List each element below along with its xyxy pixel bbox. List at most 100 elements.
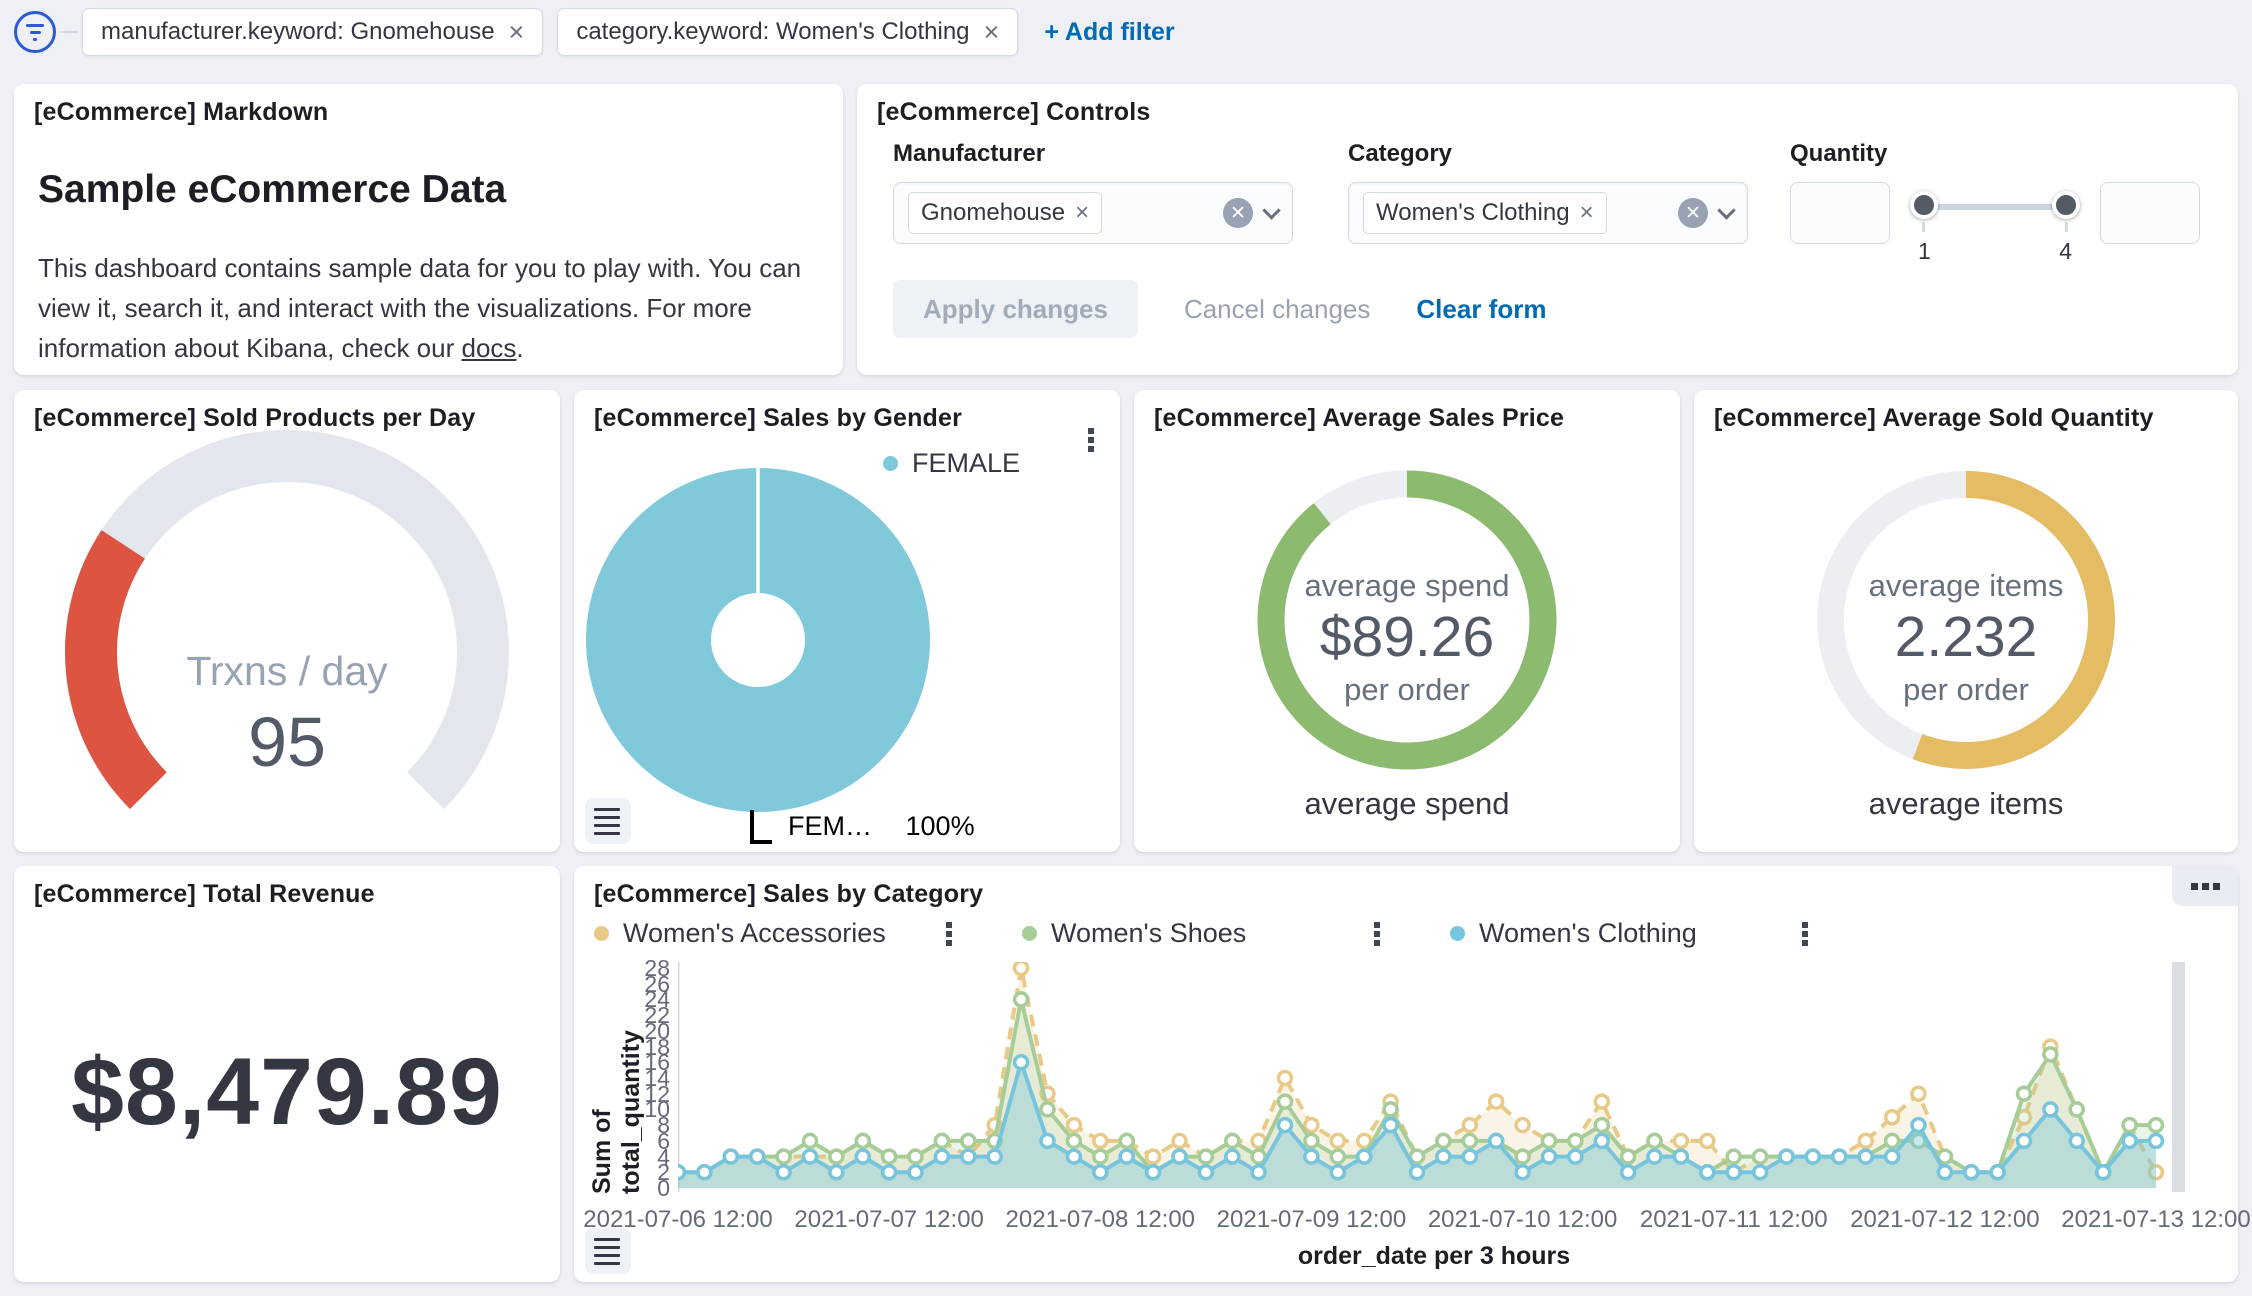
x-tick-label: 2021-07-12 12:00 (1850, 1206, 2040, 1233)
add-filter-link[interactable]: + Add filter (1044, 17, 1175, 46)
chart-legend: Women's Accessories Women's Shoes Women'… (594, 918, 1878, 949)
filter-pill-manufacturer[interactable]: manufacturer.keyword: Gnomehouse × (82, 8, 544, 56)
slider-min-value: 1 (1918, 238, 1931, 264)
category-combobox[interactable]: Women's Clothing × ✕ (1348, 182, 1748, 244)
goal-ring-chart (1817, 471, 2115, 769)
slider-handle-min[interactable] (1910, 191, 1938, 219)
y-tick-label: 22 (644, 1002, 670, 1029)
timeseries-plot[interactable] (669, 959, 2190, 1198)
donut-chart[interactable] (574, 390, 1120, 852)
chevron-down-icon[interactable] (1262, 200, 1281, 220)
selected-value: Gnomehouse (921, 199, 1066, 226)
manufacturer-combobox[interactable]: Gnomehouse × ✕ (893, 182, 1293, 244)
panel-options-icon[interactable] (2172, 866, 2238, 906)
y-tick-label: 14 (644, 1065, 670, 1091)
remove-filter-icon[interactable]: × (508, 16, 525, 47)
manufacturer-label: Manufacturer (893, 140, 1046, 167)
legend-dot (882, 456, 898, 471)
panel-title: [eCommerce] Sales by Category (594, 880, 984, 908)
panel-sold-products-gauge: [eCommerce] Sold Products per Day Trxns … (14, 390, 560, 852)
quantity-max-input[interactable] (2100, 182, 2200, 244)
manufacturer-control: Manufacturer Gnomehouse × ✕ (893, 140, 1293, 244)
x-axis-title: order_date per 3 hours (1297, 1242, 1571, 1270)
goal-ring-chart (1257, 470, 1557, 770)
y-tick-label: 16 (644, 1049, 670, 1076)
markdown-heading: Sample eCommerce Data (38, 168, 507, 211)
category-selected-pill[interactable]: Women's Clothing × (1363, 192, 1607, 234)
remove-filter-icon[interactable]: × (983, 16, 1000, 47)
markdown-line: This dashboard contains sample data for … (38, 253, 802, 283)
slice-value: 100% (905, 811, 975, 841)
clear-selection-icon[interactable]: ✕ (1223, 198, 1253, 228)
goal-center-value: $89.26 (1319, 605, 1495, 669)
y-tick-label: 18 (644, 1033, 670, 1060)
quantity-range-slider[interactable]: 1 4 (1910, 182, 2080, 264)
legend-dot (594, 926, 609, 941)
panel-sales-by-category: [eCommerce] Sales by Category Women's Ac… (574, 866, 2251, 1282)
legend-label: Women's Accessories (623, 918, 886, 948)
divider (60, 31, 78, 33)
filter-menu-icon[interactable] (14, 11, 56, 53)
x-tick-label: 2021-07-09 12:00 (1216, 1206, 1407, 1233)
goal-bottom-label: average items (1868, 786, 2064, 821)
legend-label: FEMALE (911, 448, 1020, 478)
legend-item-accessories[interactable]: Women's Accessories (594, 918, 1022, 949)
cancel-changes-button[interactable]: Cancel changes (1183, 293, 1371, 324)
filter-pill-category[interactable]: category.keyword: Women's Clothing × (557, 8, 1019, 56)
legend-toggle-icon[interactable] (585, 1228, 631, 1274)
legend-item-female[interactable]: FEMALE (882, 448, 1020, 479)
panel-markdown: [eCommerce] Markdown Sample eCommerce Da… (14, 84, 843, 375)
legend-toggle-icon[interactable] (585, 798, 631, 844)
clear-selection-icon[interactable]: ✕ (1678, 198, 1708, 228)
filter-pill-label: category.keyword: Women's Clothing (576, 18, 970, 45)
slider-handle-max[interactable] (2052, 191, 2080, 219)
panel-controls: [eCommerce] Controls Manufacturer Gnomeh… (857, 84, 2238, 375)
panel-title: [eCommerce] Controls (877, 98, 1151, 126)
x-tick-label: 2021-07-08 12:00 (1005, 1206, 1196, 1233)
markdown-body: This dashboard contains sample data for … (38, 248, 801, 368)
legend-dot (1450, 926, 1465, 941)
legend-label: Women's Shoes (1051, 918, 1247, 948)
quantity-min-input[interactable] (1790, 182, 1890, 244)
slider-max-value: 4 (2059, 238, 2072, 264)
legend-dot (1022, 926, 1037, 941)
callout-connector (750, 810, 772, 844)
legend-actions-icon[interactable] (946, 921, 952, 928)
goal-center-value: 2.232 (1894, 605, 2038, 669)
gauge-value: 95 (248, 703, 326, 781)
filter-bar: manufacturer.keyword: Gnomehouse × categ… (0, 0, 2252, 64)
manufacturer-selected-pill[interactable]: Gnomehouse × (908, 192, 1103, 234)
x-tick-label: 2021-07-13 12:00 (2061, 1206, 2251, 1233)
legend-item-clothing[interactable]: Women's Clothing (1450, 918, 1878, 949)
panel-title: [eCommerce] Total Revenue (34, 880, 375, 908)
legend-actions-icon[interactable] (1088, 428, 1094, 434)
chevron-down-icon[interactable] (1717, 200, 1736, 220)
legend-item-shoes[interactable]: Women's Shoes (1022, 918, 1450, 949)
docs-link[interactable]: docs (461, 333, 517, 363)
panel-title: [eCommerce] Sales by Gender (594, 404, 963, 432)
slider-tick (2065, 222, 2068, 232)
selected-value: Women's Clothing (1376, 199, 1570, 226)
markdown-line: information about Kibana, check our (38, 333, 462, 363)
y-tick-label: 26 (644, 970, 670, 997)
remove-option-icon[interactable]: × (1075, 199, 1090, 226)
x-tick-label: 2021-07-10 12:00 (1427, 1206, 1618, 1233)
remove-option-icon[interactable]: × (1579, 199, 1594, 226)
clear-form-button[interactable]: Clear form (1416, 293, 1547, 324)
panel-title: [eCommerce] Average Sales Price (1154, 404, 1565, 432)
panel-average-sold-quantity: [eCommerce] Average Sold Quantity averag… (1694, 390, 2238, 852)
y-tick-label: 28 (644, 955, 670, 981)
gauge-label: Trxns / day (186, 648, 388, 694)
goal-center-label: average spend (1304, 568, 1510, 603)
slice-callout: FEM… 100% (750, 810, 975, 844)
slider-track[interactable] (1920, 204, 2070, 210)
legend-actions-icon[interactable] (1374, 921, 1380, 928)
filter-pill-label: manufacturer.keyword: Gnomehouse (101, 18, 495, 45)
slider-tick (1922, 222, 1925, 232)
x-tick-label: 2021-07-11 12:00 (1639, 1206, 1828, 1233)
panel-title: [eCommerce] Average Sold Quantity (1714, 404, 2154, 432)
legend-actions-icon[interactable] (1802, 921, 1808, 928)
y-tick-label: 24 (644, 986, 670, 1013)
y-tick-label: 2 (657, 1159, 670, 1186)
apply-changes-button[interactable]: Apply changes (893, 280, 1138, 338)
